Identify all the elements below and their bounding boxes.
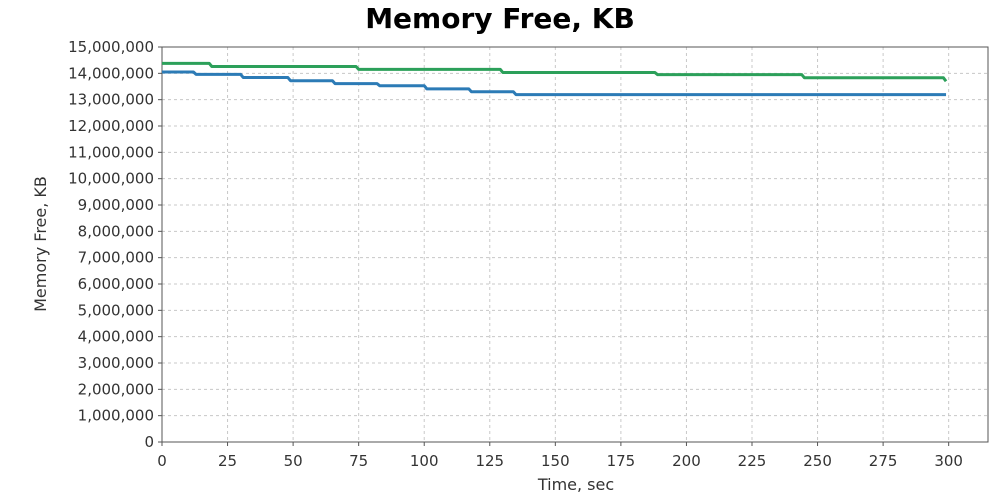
x-axis: 0 25 50 75 100 125 150 175 200 225 250 275 300: [157, 442, 963, 470]
y-tick-label: 6,000,000: [78, 275, 154, 293]
x-tick-label: 225: [738, 452, 767, 470]
y-tick-label: 13,000,000: [68, 91, 154, 109]
y-tick-label: 5,000,000: [78, 301, 154, 319]
x-tick-label: 75: [349, 452, 368, 470]
y-tick-label: 15,000,000: [68, 38, 154, 56]
chart-title: Memory Free, KB: [365, 2, 635, 35]
plot-frame: [161, 46, 989, 443]
x-tick-label: 0: [157, 452, 167, 470]
x-tick-label: 300: [934, 452, 963, 470]
series-line-1: [162, 61, 948, 83]
grid-lines: [161, 46, 988, 443]
x-tick-label: 50: [284, 452, 303, 470]
y-axis: 0 1,000,000 2,000,000 3,000,000 4,000,000 5,0…: [68, 38, 162, 451]
y-tick-label: 3,000,000: [78, 354, 154, 372]
x-tick-label: 200: [672, 452, 701, 470]
x-axis-label: Time, sec: [537, 475, 614, 494]
x-tick-label: 25: [218, 452, 237, 470]
y-tick-label: 14,000,000: [68, 64, 154, 82]
y-tick-label: 9,000,000: [78, 196, 154, 214]
x-tick-label: 150: [541, 452, 570, 470]
x-tick-label: 175: [607, 452, 636, 470]
x-tick-label: 250: [803, 452, 832, 470]
y-tick-label: 12,000,000: [68, 117, 154, 135]
y-tick-label: 7,000,000: [78, 249, 154, 267]
y-tick-label: 8,000,000: [78, 222, 154, 240]
y-tick-label: 11,000,000: [68, 143, 154, 161]
y-tick-label: 2,000,000: [78, 380, 154, 398]
x-tick-label: 125: [475, 452, 504, 470]
series-lines: [162, 61, 948, 97]
y-tick-label: 1,000,000: [78, 407, 154, 425]
y-axis-label: Memory Free, KB: [31, 176, 50, 312]
y-tick-label: 10,000,000: [68, 170, 154, 188]
y-tick-label: 4,000,000: [78, 328, 154, 346]
x-tick-label: 275: [869, 452, 898, 470]
y-tick-label: 0: [144, 433, 154, 451]
x-tick-label: 100: [410, 452, 439, 470]
series-line-2: [162, 70, 947, 97]
